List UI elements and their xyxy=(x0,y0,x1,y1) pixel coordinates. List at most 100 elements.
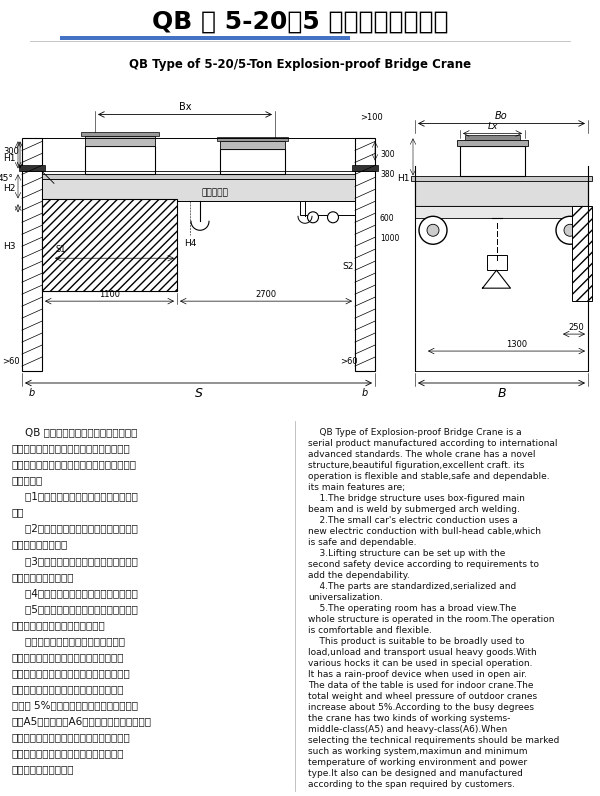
Text: b: b xyxy=(29,388,35,398)
Bar xyxy=(60,36,350,40)
Circle shape xyxy=(556,217,584,244)
Text: structure,beautiful figuration,excellent craft. its: structure,beautiful figuration,excellent… xyxy=(308,461,524,470)
Text: 45°: 45° xyxy=(0,174,14,183)
Bar xyxy=(42,179,355,201)
Text: is comfortable and flexible.: is comfortable and flexible. xyxy=(308,626,432,634)
Bar xyxy=(81,132,159,136)
Text: total weight and wheel pressure of outdoor cranes: total weight and wheel pressure of outdo… xyxy=(308,692,537,700)
Bar xyxy=(42,201,97,215)
Circle shape xyxy=(49,212,59,223)
Bar xyxy=(411,177,592,181)
Text: 大车轨道面: 大车轨道面 xyxy=(202,189,229,197)
Text: increase about 5%.According to the busy degrees: increase about 5%.According to the busy … xyxy=(308,703,534,712)
Text: add the dependability.: add the dependability. xyxy=(308,571,410,579)
Text: 美观、工艺性好、操作灵活平稳、安全可靠。: 美观、工艺性好、操作灵活平稳、安全可靠。 xyxy=(12,459,137,470)
Bar xyxy=(572,206,592,301)
Text: 为室内起重机用，室外起重机总重和轮压: 为室内起重机用，室外起重机总重和轮压 xyxy=(12,684,125,694)
Text: 温及电源和类等技术要求，还可根据用户: 温及电源和类等技术要求，还可根据用户 xyxy=(12,748,125,758)
Circle shape xyxy=(68,212,79,223)
Text: （2）小车导电采用工字钢轨道电缆导电: （2）小车导电采用工字钢轨道电缆导电 xyxy=(12,524,138,533)
Text: B: B xyxy=(497,387,506,400)
Text: >100: >100 xyxy=(360,114,383,123)
Text: 1300: 1300 xyxy=(506,340,527,349)
Text: QB 型 5-20／5 吨防爆桥式起重机: QB 型 5-20／5 吨防爆桥式起重机 xyxy=(152,10,448,34)
Circle shape xyxy=(308,212,319,223)
Text: 250: 250 xyxy=(568,323,584,332)
Text: 纵室内操纵，工作舒适操纵灵活。: 纵室内操纵，工作舒适操纵灵活。 xyxy=(12,620,106,630)
Circle shape xyxy=(564,224,576,236)
Bar xyxy=(85,136,155,146)
Text: H2: H2 xyxy=(3,184,16,193)
Text: 全装置，增加可靠性。: 全装置，增加可靠性。 xyxy=(12,572,74,582)
Bar xyxy=(415,178,588,206)
Bar xyxy=(487,256,506,270)
Text: （3）起升机构根据要求还可设第二套安: （3）起升机构根据要求还可设第二套安 xyxy=(12,556,138,566)
Text: advanced standards. The whole crane has a novel: advanced standards. The whole crane has … xyxy=(308,450,536,458)
Text: （4）零部件标准化、系列化、通用化。: （4）零部件标准化、系列化、通用化。 xyxy=(12,587,138,598)
Text: temperature of working environment and power: temperature of working environment and p… xyxy=(308,758,527,767)
Bar xyxy=(460,146,525,177)
Bar xyxy=(220,150,285,174)
Text: Bo: Bo xyxy=(495,111,508,122)
Bar xyxy=(300,201,355,215)
Text: Bx: Bx xyxy=(179,103,191,112)
Text: QB 型防爆桥式起重机是采用国际先进: QB 型防爆桥式起重机是采用国际先进 xyxy=(12,427,137,438)
Text: 1.The bridge structure uses box-figured main: 1.The bridge structure uses box-figured … xyxy=(308,494,525,502)
Text: second safety device according to requirements to: second safety device according to requir… xyxy=(308,560,539,568)
Text: Lx: Lx xyxy=(487,123,497,131)
Text: 300: 300 xyxy=(3,147,19,156)
Circle shape xyxy=(419,217,447,244)
Text: its main features are;: its main features are; xyxy=(308,482,405,492)
Bar xyxy=(352,166,378,171)
Text: serial product manufactured according to international: serial product manufactured according to… xyxy=(308,439,557,447)
Text: QB Type of Explosion-proof Bridge Crane is a: QB Type of Explosion-proof Bridge Crane … xyxy=(308,427,521,436)
Text: H1: H1 xyxy=(3,154,16,163)
Bar xyxy=(217,138,288,142)
Text: according to the span required by customers.: according to the span required by custom… xyxy=(308,780,515,789)
Text: 搬运，还可配以多种专用吊具进行特殊作: 搬运，还可配以多种专用吊具进行特殊作 xyxy=(12,652,125,661)
Text: universalization.: universalization. xyxy=(308,593,383,602)
Text: QB Type of 5-20/5-Ton Explosion-proof Bridge Crane: QB Type of 5-20/5-Ton Explosion-proof Br… xyxy=(129,58,471,71)
Text: 300: 300 xyxy=(380,150,395,159)
Bar xyxy=(355,139,375,371)
Text: 380: 380 xyxy=(380,170,395,179)
Text: >60: >60 xyxy=(2,357,20,366)
Text: This product is suitable to be broadly used to: This product is suitable to be broadly u… xyxy=(308,637,524,646)
Text: is safe and dependable.: is safe and dependable. xyxy=(308,537,416,547)
Text: 5.The operating room has a broad view.The: 5.The operating room has a broad view.Th… xyxy=(308,603,517,613)
Text: 约增加 5%，起重机按使用繁忙程度分为中: 约增加 5%，起重机按使用繁忙程度分为中 xyxy=(12,700,138,710)
Text: 主要特点：: 主要特点： xyxy=(12,475,43,486)
Text: various hocks it can be used in special operation.: various hocks it can be used in special … xyxy=(308,659,533,668)
Text: S1: S1 xyxy=(56,245,67,254)
Text: 要求的跨度设计制造。: 要求的跨度设计制造。 xyxy=(12,764,74,774)
Bar xyxy=(85,146,155,174)
Text: S2: S2 xyxy=(343,262,353,271)
Text: 本产品广泛适用于普通重物的装卸与: 本产品广泛适用于普通重物的装卸与 xyxy=(12,636,125,646)
Text: 业，当露天使用时带有防雨设备。表中数据: 业，当露天使用时带有防雨设备。表中数据 xyxy=(12,668,131,678)
Text: The data of the table is used for indoor crane.The: The data of the table is used for indoor… xyxy=(308,681,533,690)
Text: H3: H3 xyxy=(3,242,16,251)
Text: the crane has two kinds of working systems-: the crane has two kinds of working syste… xyxy=(308,714,511,723)
Text: beam and is weld by submerged arch welding.: beam and is weld by submerged arch weldi… xyxy=(308,505,520,513)
Text: 2.The small car's electric conduction uses a: 2.The small car's electric conduction us… xyxy=(308,516,518,525)
Text: （5）操纵室视野开阔，全部机构均在操: （5）操纵室视野开阔，全部机构均在操 xyxy=(12,603,138,614)
Text: 新装置，安全可靠。: 新装置，安全可靠。 xyxy=(12,540,68,550)
Text: 4.The parts are standardized,serialized and: 4.The parts are standardized,serialized … xyxy=(308,582,516,591)
Text: It has a rain-proof device when used in open air.: It has a rain-proof device when used in … xyxy=(308,670,527,679)
Text: whole structure is operated in the room.The operation: whole structure is operated in the room.… xyxy=(308,615,554,624)
Bar xyxy=(42,199,177,291)
Text: operation is flexible and stable,safe and dependable.: operation is flexible and stable,safe an… xyxy=(308,471,550,481)
Bar xyxy=(22,139,42,371)
Bar xyxy=(457,140,528,146)
Text: （1）桥架采用箱形主梁，自动埋弧焊焊: （1）桥架采用箱形主梁，自动埋弧焊焊 xyxy=(12,492,138,501)
Bar xyxy=(19,166,45,171)
Text: middle-class(A5) and heavy-class(A6).When: middle-class(A5) and heavy-class(A6).Whe… xyxy=(308,725,507,734)
Text: load,unload and transport usual heavy goods.With: load,unload and transport usual heavy go… xyxy=(308,648,537,657)
Text: b: b xyxy=(362,388,368,398)
Text: new electric conduction with bull-head cable,which: new electric conduction with bull-head c… xyxy=(308,527,541,536)
Text: 应注明工作制度，工作环境的最高、最低气: 应注明工作制度，工作环境的最高、最低气 xyxy=(12,732,131,742)
Text: 2700: 2700 xyxy=(256,291,277,299)
Bar xyxy=(415,206,588,218)
Bar xyxy=(42,174,355,179)
Text: 接。: 接。 xyxy=(12,508,25,517)
